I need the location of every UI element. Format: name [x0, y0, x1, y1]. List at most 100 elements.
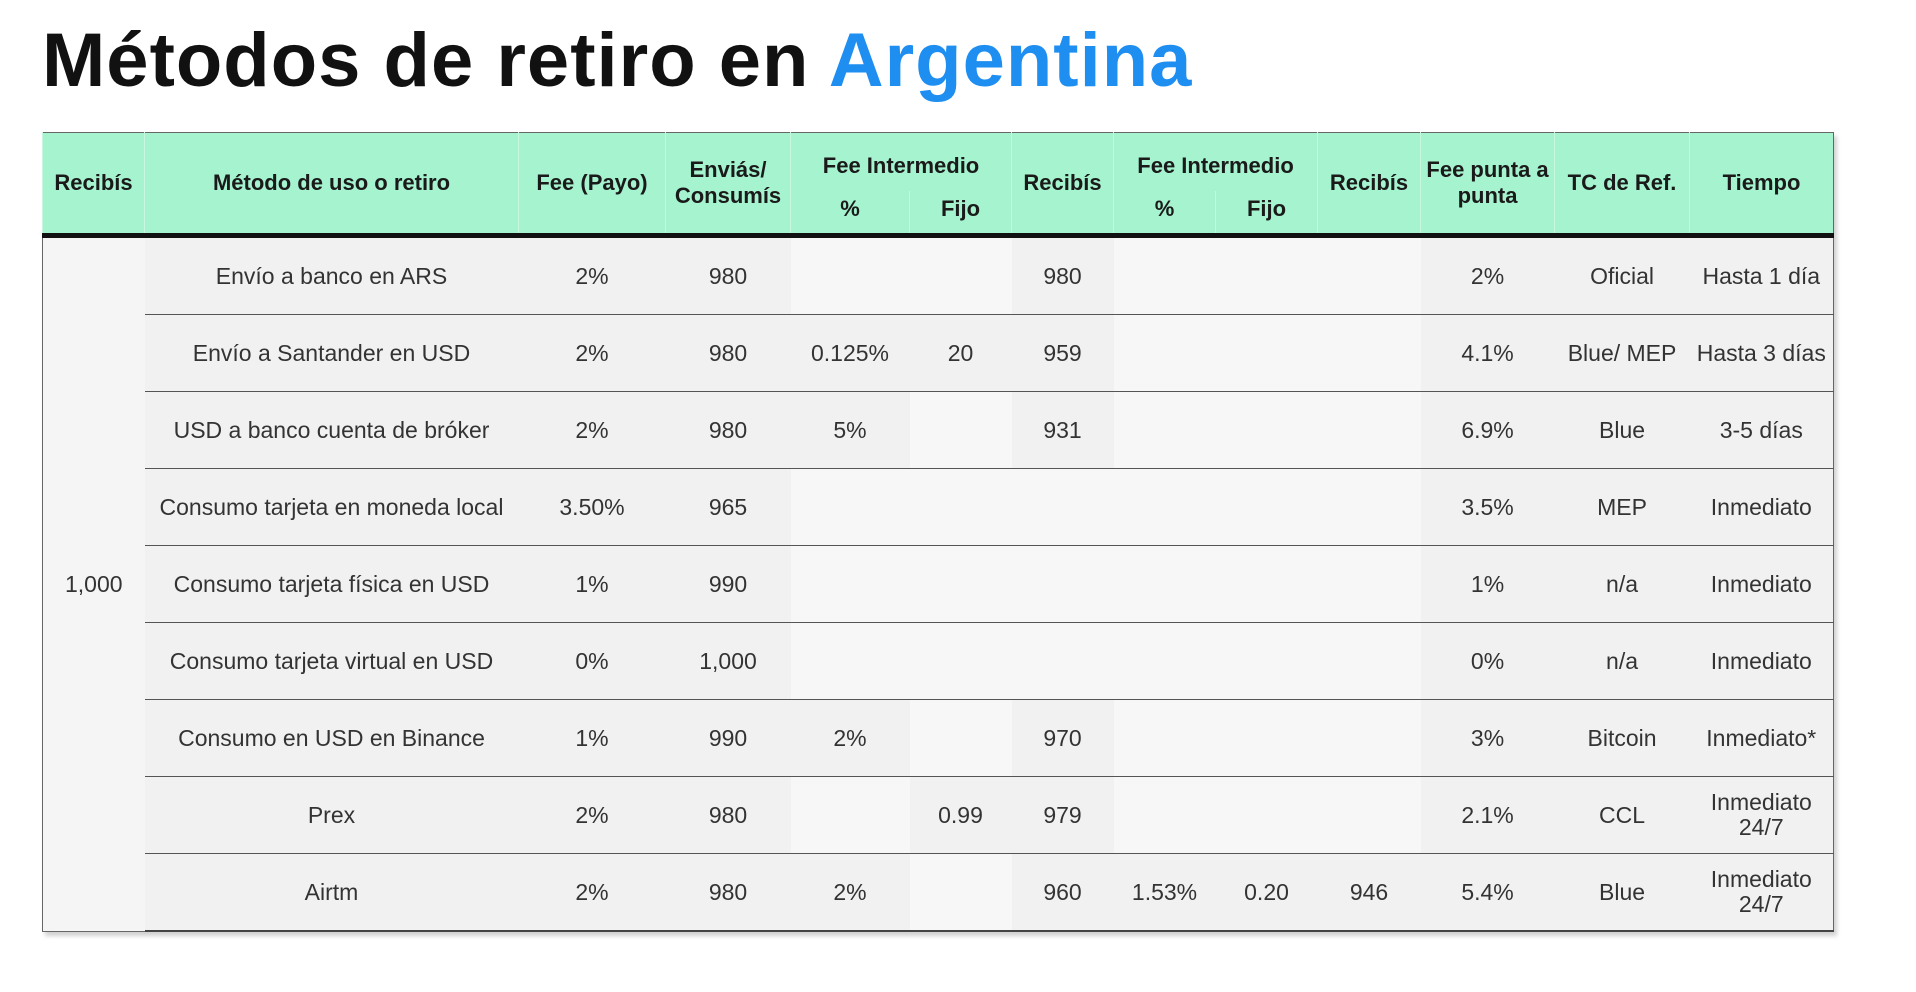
method-cell: Envío a Santander en USD	[144, 314, 519, 392]
fee-intermedio-2-fijo-cell	[1215, 391, 1318, 469]
fee-intermedio-pct-cell	[790, 468, 910, 546]
fee-payo-cell: 2%	[518, 314, 666, 392]
withdrawal-methods-table: Recibís Método de uso o retiro Fee (Payo…	[42, 132, 1835, 932]
tc-ref-cell: Blue	[1554, 391, 1690, 469]
tc-ref-cell: Bitcoin	[1554, 699, 1690, 777]
tiempo-cell: Inmediato*	[1689, 699, 1834, 777]
table-row: USD a banco cuenta de bróker 2% 980 5% 931 6.…	[43, 391, 1834, 469]
fee-intermedio-fijo-cell	[909, 622, 1012, 700]
table-body: 1,000 Envío a banco en ARS 2% 980 980 2% Ofici…	[42, 235, 1834, 932]
fee-intermedio-2-fijo-cell	[1215, 776, 1318, 854]
fee-intermedio-2-pct-cell	[1113, 235, 1216, 315]
fee-intermedio-2-fijo-cell	[1215, 468, 1318, 546]
recibis-final-cell	[1317, 468, 1421, 546]
fee-payo-cell: 3.50%	[518, 468, 666, 546]
header-pct-2: %	[1113, 191, 1216, 236]
recibis-final-cell	[1317, 391, 1421, 469]
recibis-cell: 960	[1011, 853, 1114, 932]
tiempo-cell: Inmediato 24/7	[1689, 853, 1834, 932]
title-accent: Argentina	[828, 18, 1193, 103]
fee-intermedio-fijo-cell	[909, 545, 1012, 623]
recibis-cell	[1011, 468, 1114, 546]
fee-intermedio-2-fijo-cell	[1215, 545, 1318, 623]
fee-intermedio-2-pct-cell	[1113, 699, 1216, 777]
method-cell: Envío a banco en ARS	[144, 235, 519, 315]
table-row: Airtm 2% 980 2% 960 1.53% 0.20 946 5.4% Blue Inmed…	[43, 853, 1834, 932]
recibis-final-cell	[1317, 314, 1421, 392]
fee-intermedio-pct-cell	[790, 622, 910, 700]
fee-intermedio-fijo-cell: 20	[909, 314, 1012, 392]
header-pct-1: %	[790, 191, 910, 236]
fee-intermedio-pct-cell: 0.125%	[790, 314, 910, 392]
fee-intermedio-2-pct-cell	[1113, 314, 1216, 392]
tc-ref-cell: Blue	[1554, 853, 1690, 932]
tiempo-cell: Inmediato	[1689, 468, 1834, 546]
fee-intermedio-2-pct-cell	[1113, 776, 1216, 854]
recibis-final-cell	[1317, 776, 1421, 854]
fee-intermedio-pct-cell: 2%	[790, 853, 910, 932]
method-cell: Consumo tarjeta en moneda local	[144, 468, 519, 546]
header-recibis-3: Recibís	[1317, 132, 1421, 236]
table-row: Consumo tarjeta virtual en USD 0% 1,000 0% n…	[43, 622, 1834, 700]
table-row: Consumo en USD en Binance 1% 990 2% 970 3% Bit…	[43, 699, 1834, 777]
envias-cell: 965	[665, 468, 791, 546]
fee-intermedio-2-fijo-cell	[1215, 314, 1318, 392]
fee-punta-cell: 3%	[1420, 699, 1555, 777]
table-header: Recibís Método de uso o retiro Fee (Payo…	[42, 132, 1834, 236]
envias-cell: 980	[665, 391, 791, 469]
tc-ref-cell: Oficial	[1554, 235, 1690, 315]
header-fee-intermedio-2: Fee Intermedio	[1113, 132, 1318, 191]
header-metodo: Método de uso o retiro	[144, 132, 519, 236]
method-cell: Consumo en USD en Binance	[144, 699, 519, 777]
tc-ref-cell: n/a	[1554, 622, 1690, 700]
header-recibis: Recibís	[42, 132, 145, 236]
fee-intermedio-pct-cell: 2%	[790, 699, 910, 777]
recibis-cell	[1011, 545, 1114, 623]
envias-cell: 1,000	[665, 622, 791, 700]
envias-cell: 980	[665, 776, 791, 854]
recibis-final-cell	[1317, 235, 1421, 315]
header-tiempo: Tiempo	[1689, 132, 1834, 236]
fee-punta-cell: 6.9%	[1420, 391, 1555, 469]
fee-payo-cell: 2%	[518, 235, 666, 315]
method-cell: Prex	[144, 776, 519, 854]
title-main: Métodos de retiro en	[42, 18, 810, 103]
table-row: Consumo tarjeta física en USD 1% 990 1% n/a I…	[43, 545, 1834, 623]
recibis-final-cell	[1317, 699, 1421, 777]
table-row: 1,000 Envío a banco en ARS 2% 980 980 2% Ofici…	[42, 235, 1834, 931]
fee-payo-cell: 2%	[518, 776, 666, 854]
fee-punta-cell: 2%	[1420, 235, 1555, 315]
method-cell: Consumo tarjeta virtual en USD	[144, 622, 519, 700]
fee-payo-cell: 1%	[518, 545, 666, 623]
header-fijo-2: Fijo	[1215, 191, 1318, 236]
tc-ref-cell: CCL	[1554, 776, 1690, 854]
fee-intermedio-pct-cell	[790, 545, 910, 623]
recibis-final-cell	[1317, 622, 1421, 700]
fee-intermedio-pct-cell: 5%	[790, 391, 910, 469]
tiempo-cell: Hasta 3 días	[1689, 314, 1834, 392]
envias-cell: 980	[665, 314, 791, 392]
fee-punta-cell: 1%	[1420, 545, 1555, 623]
withdrawal-methods-table-container: Recibís Método de uso o retiro Fee (Payo…	[42, 132, 1835, 932]
fee-intermedio-2-fijo-cell: 0.20	[1215, 853, 1318, 932]
recibis-cell: 931	[1011, 391, 1114, 469]
recibis-cell: 970	[1011, 699, 1114, 777]
header-fee-payo: Fee (Payo)	[518, 132, 666, 236]
fee-intermedio-2-pct-cell	[1113, 545, 1216, 623]
fee-intermedio-2-fijo-cell	[1215, 699, 1318, 777]
page-title: Métodos de retiro en Argentina	[42, 18, 1192, 104]
tiempo-cell: Inmediato	[1689, 545, 1834, 623]
header-fijo-1: Fijo	[908, 191, 1012, 236]
fee-punta-cell: 2.1%	[1420, 776, 1555, 854]
recibis-amount-cell: 1,000	[42, 235, 145, 931]
fee-payo-cell: 0%	[518, 622, 666, 700]
tiempo-cell: 3-5 días	[1689, 391, 1834, 469]
fee-punta-cell: 4.1%	[1420, 314, 1555, 392]
table-row: Consumo tarjeta en moneda local 3.50% 965 3…	[43, 468, 1834, 546]
envias-cell: 990	[665, 699, 791, 777]
header-fee-intermedio-1: Fee Intermedio	[789, 132, 1012, 191]
envias-cell: 980	[665, 235, 791, 315]
recibis-cell: 959	[1011, 314, 1114, 392]
fee-intermedio-pct-cell	[790, 776, 910, 854]
fee-punta-cell: 0%	[1420, 622, 1555, 700]
